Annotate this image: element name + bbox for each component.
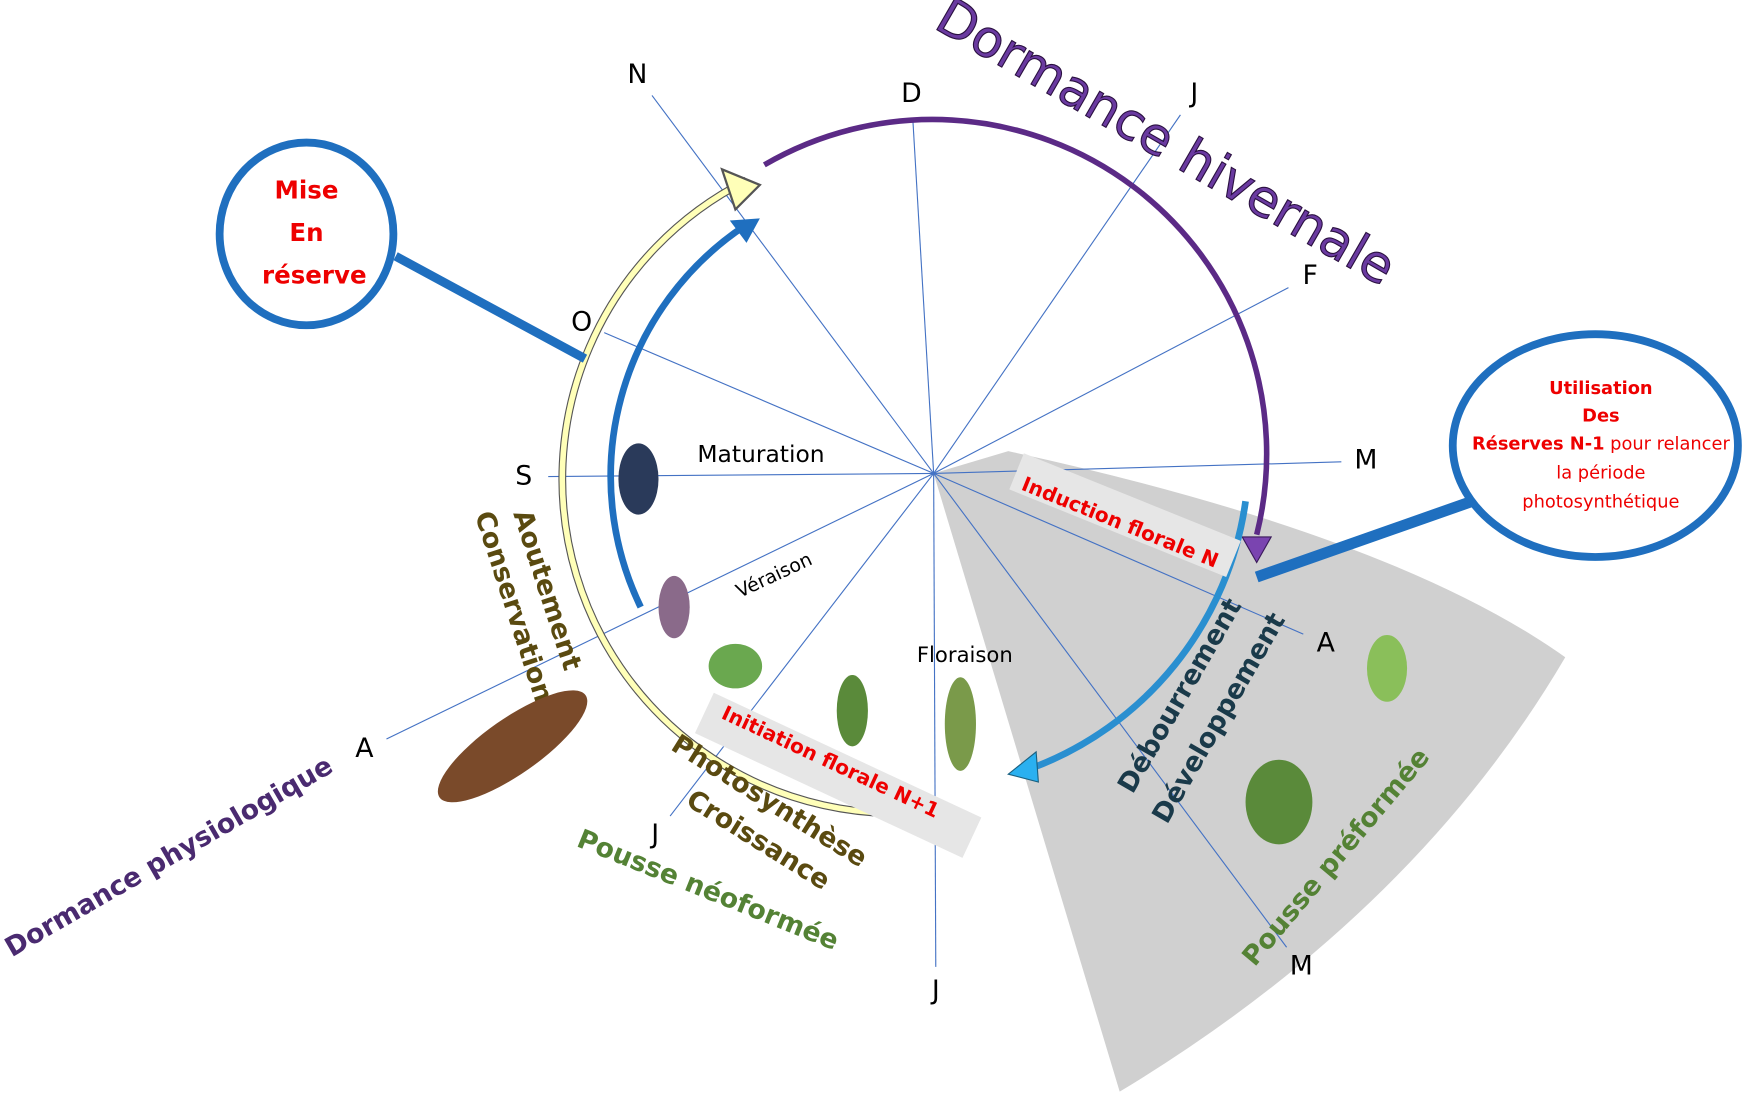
phase: Pousse néoformée (573, 824, 843, 957)
month-axis (548, 473, 933, 476)
callout-text: Des (1582, 406, 1619, 427)
stage: Floraison (917, 642, 1013, 667)
arrow-yellow (722, 169, 760, 209)
callout-text: pour relancer (1605, 433, 1731, 454)
month-label: J (649, 819, 659, 850)
callout-text: Utilisation (1549, 378, 1652, 399)
month-label: N (627, 59, 647, 90)
month-label: D (901, 78, 922, 109)
page: Dormance hivernale Maturation Véraison F… (0, 0, 1747, 1095)
month-label: M (1290, 950, 1313, 981)
arc-blue (611, 226, 745, 607)
callout-text: Réserves N-1 pour relancer (1472, 433, 1730, 454)
month-label: S (515, 460, 532, 491)
stage: Véraison (733, 548, 816, 602)
title: Dormance hivernale (926, 0, 1406, 298)
stage: Maturation (697, 440, 824, 468)
diagram: Dormance hivernale Maturation Véraison F… (0, 0, 1747, 1095)
callout-tail (396, 256, 585, 358)
callout-text: Réserves N-1 (1472, 433, 1604, 454)
callout-text: photosynthétique (1522, 491, 1679, 512)
month-label: F (1302, 260, 1317, 291)
month-label: A (1317, 627, 1336, 658)
month-label: A (355, 733, 374, 764)
month-label: J (930, 975, 940, 1006)
callout-text: En (289, 218, 323, 247)
month-label: M (1354, 445, 1377, 476)
callout-text: la période (1556, 462, 1645, 483)
month-axis (934, 115, 1181, 474)
callout-text: Mise (275, 176, 339, 205)
month-axis (934, 473, 936, 966)
callout-text: réserve (262, 260, 367, 289)
month-label: J (1188, 78, 1198, 109)
phase: Dormance physiologique (0, 750, 338, 963)
month-label: O (571, 307, 592, 338)
month-axis (913, 119, 934, 473)
